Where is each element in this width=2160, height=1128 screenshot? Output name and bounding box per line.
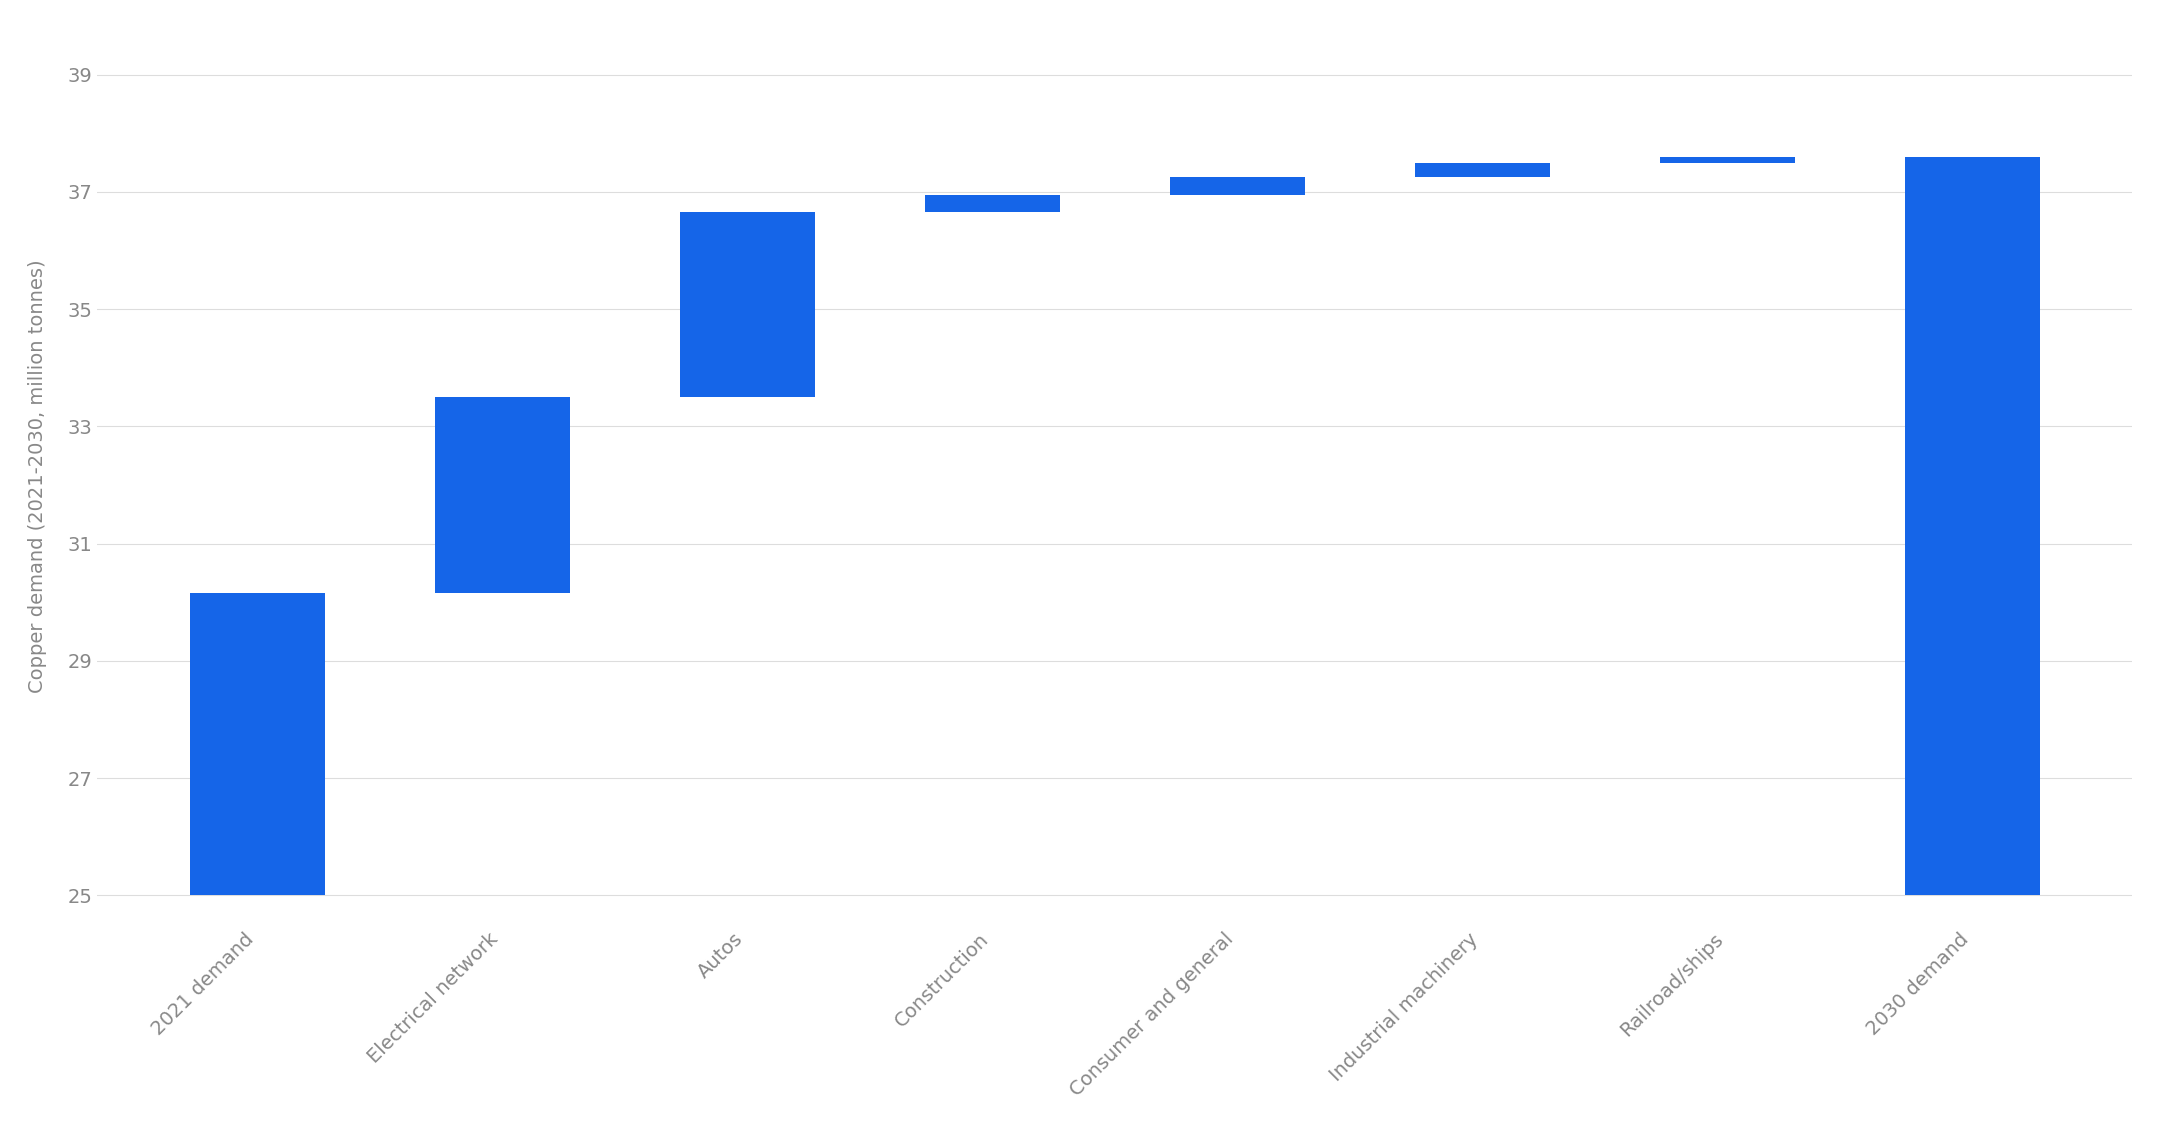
Y-axis label: Copper demand (2021-2030, million tonnes): Copper demand (2021-2030, million tonnes… xyxy=(28,259,48,693)
Bar xyxy=(680,212,814,397)
Bar xyxy=(190,593,324,896)
Bar xyxy=(924,195,1061,212)
Bar xyxy=(1659,157,1795,162)
Bar xyxy=(434,397,570,593)
Bar xyxy=(1905,157,2039,896)
Bar xyxy=(1171,177,1305,195)
Bar xyxy=(1415,162,1549,177)
